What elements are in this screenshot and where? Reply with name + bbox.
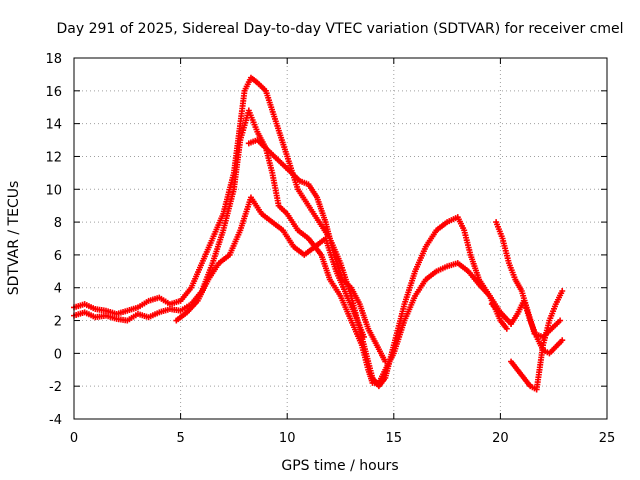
y-tick-label: 12 — [45, 150, 62, 165]
series-6 — [508, 288, 566, 393]
series-1 — [71, 74, 510, 390]
x-tick-label: 10 — [279, 431, 296, 446]
y-tick-label: 18 — [45, 52, 62, 67]
x-tick-label: 0 — [70, 431, 78, 446]
data-point — [503, 325, 510, 332]
x-tick-label: 20 — [492, 431, 509, 446]
y-tick-label: -2 — [49, 380, 62, 395]
data-point — [559, 337, 566, 344]
y-tick-label: 6 — [54, 249, 62, 264]
y-tick-label: 2 — [54, 315, 62, 330]
grid-lines — [74, 58, 607, 419]
series-4 — [245, 137, 389, 365]
y-tick-label: 4 — [54, 282, 62, 297]
y-tick-label: 0 — [54, 347, 62, 362]
series-7 — [488, 297, 566, 357]
y-tick-label: 16 — [45, 85, 62, 100]
chart-title: Day 291 of 2025, Sidereal Day-to-day VTE… — [56, 21, 623, 37]
y-tick-label: 8 — [54, 216, 62, 231]
data-point — [559, 288, 566, 295]
y-tick-label: -4 — [49, 413, 62, 428]
x-axis-label: GPS time / hours — [281, 458, 398, 474]
data-point — [360, 333, 367, 340]
y-tick-label: 10 — [45, 183, 62, 198]
plot-frame — [73, 57, 608, 420]
x-tick-label: 25 — [599, 431, 616, 446]
data-point — [557, 317, 564, 324]
data-point — [382, 358, 389, 365]
data-points — [71, 74, 566, 393]
x-tick-label: 5 — [176, 431, 184, 446]
y-axis-label: SDTVAR / TECUs — [6, 181, 22, 296]
axis-ticks: 0 5 10 15 20 25 -4 -2 0 2 4 6 8 10 12 14 16 18 — [45, 52, 615, 446]
x-tick-label: 15 — [386, 431, 403, 446]
y-tick-label: 14 — [45, 118, 62, 133]
